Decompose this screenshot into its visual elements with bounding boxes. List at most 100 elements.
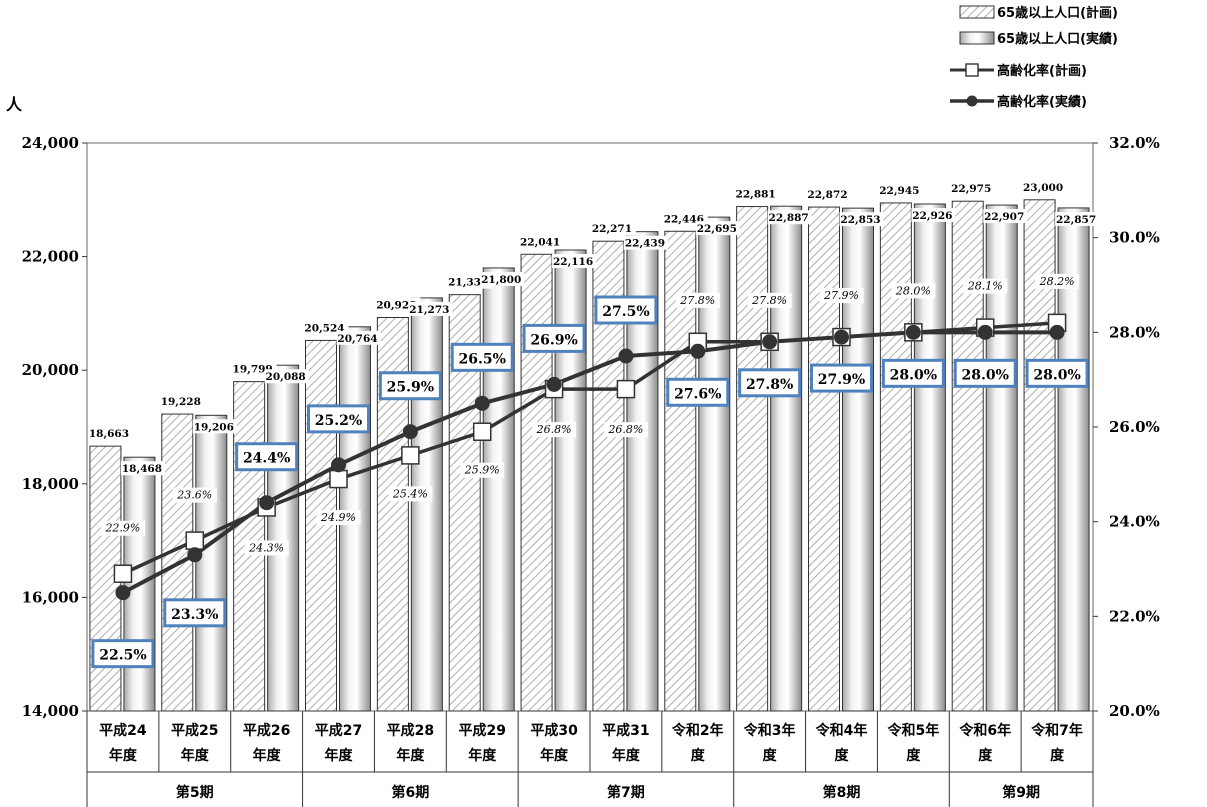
marker-rate-plan [616,379,636,399]
label-bg [603,422,648,438]
marker-rate-actual [977,324,993,340]
label-pop-plan: 22,872 [807,189,847,201]
category-label-line1: 平成25 [171,722,218,739]
label-bg [160,394,205,409]
label-bg [100,520,145,536]
label-rate-plan: 24.3% [248,541,284,554]
label-rate-plan: 28.2% [1039,275,1075,288]
bar-plan [808,206,840,712]
label-bg [591,221,636,236]
category-label-line2: 度 [906,747,921,764]
marker-rate-actual [187,547,203,563]
label-bg [963,278,1008,294]
bars-layer [89,199,1090,712]
label-pop-actual: 22,439 [625,238,665,250]
legend-label: 高齢化率(計画) [997,63,1087,79]
label-bg [623,235,668,250]
label-pop-plan: 21,330 [448,277,488,289]
label-box [522,323,586,353]
category-label-line1: 平成27 [315,722,362,739]
bar-plan [305,339,337,712]
label-bg [983,209,1028,224]
marker-rate-actual [690,343,706,359]
category-label-line2: 年度 [540,747,569,764]
marker-rate-actual [115,585,131,601]
category-label-line1: 令和5年 [886,722,939,739]
label-rate-actual: 27.9% [818,372,865,388]
label-pop-plan: 22,945 [879,185,919,197]
legend-swatch-bar-actual [959,31,995,45]
category-label-line2: 度 [835,747,850,764]
category-label-line1: 令和4年 [815,722,868,739]
bar-actual [842,207,874,712]
marker-rate-actual [259,495,275,511]
right-axis-tick-label: 24.0% [1109,513,1160,531]
label-bg [819,288,864,304]
label-pop-plan: 19,228 [161,396,201,408]
label-bg [839,212,884,227]
legend-swatch-marker-actual [966,95,978,107]
label-box [666,377,730,407]
category-label-line2: 度 [978,747,993,764]
right-axis-tick-label: 22.0% [1109,607,1160,625]
category-label-line1: 平成26 [243,722,290,739]
label-rate-actual: 28.0% [1033,367,1080,383]
category-label-line1: 平成24 [99,722,147,739]
category-label-line2: 度 [763,747,778,764]
legend-label: 高齢化率(実績) [997,94,1087,110]
label-rate-plan: 24.9% [320,511,356,524]
label-bg [88,426,133,441]
bar-actual [698,216,731,712]
marker-rate-actual [402,424,418,440]
label-rate-actual: 26.9% [530,332,577,348]
bar-actual [195,414,228,712]
label-pop-actual: 19,206 [194,421,234,433]
label-bg [891,283,936,299]
label-rate-actual: 28.0% [962,367,1009,383]
bar-actual [267,364,300,712]
left-axis-tick-label: 16,000 [22,588,79,606]
bar-plan [879,202,912,712]
label-rate-actual: 22.5% [99,648,146,664]
left-axis-tick-label: 20,000 [22,361,79,379]
label-bg [192,419,237,434]
label-bg [552,254,597,269]
label-pop-plan: 23,000 [1023,182,1063,194]
left-axis-unit: 人 [6,95,23,114]
label-rate-actual: 26.5% [459,351,506,367]
line-rate-actual [121,330,1058,595]
bar-plan [664,230,697,712]
bar-actual [554,249,587,712]
label-bg [767,210,812,225]
label-pop-plan: 20,928 [376,299,416,311]
label-pop-actual: 22,853 [840,214,880,226]
label-bg [747,292,792,308]
legend-swatch-bar-plan [959,5,995,19]
label-bg [244,540,289,556]
bar-plan [951,200,984,712]
label-pop-actual: 20,764 [337,333,377,345]
label-bg [532,422,577,438]
label-rate-plan: 25.9% [464,464,500,477]
right-axis-tick-label: 30.0% [1109,229,1160,247]
label-bg [172,487,217,503]
category-label-line2: 年度 [612,747,641,764]
category-label-line2: 年度 [181,747,210,764]
label-box [450,342,514,372]
marker-rate-actual [331,457,346,473]
label-bg [388,486,433,502]
category-label-line1: 平成30 [530,722,578,739]
label-pop-plan: 20,524 [304,322,344,334]
marker-rate-plan [472,422,492,441]
label-bg [264,369,309,384]
legend-label: 65歳以上人口(計画) [997,5,1118,21]
label-box [953,358,1017,388]
marker-rate-plan [185,531,205,550]
label-pop-actual: 22,695 [697,223,737,235]
label-rate-plan: 26.8% [536,423,572,436]
label-pop-actual: 22,887 [769,212,809,224]
label-pop-plan: 22,271 [592,223,632,235]
marker-rate-actual [546,376,562,392]
bar-actual [482,267,515,712]
